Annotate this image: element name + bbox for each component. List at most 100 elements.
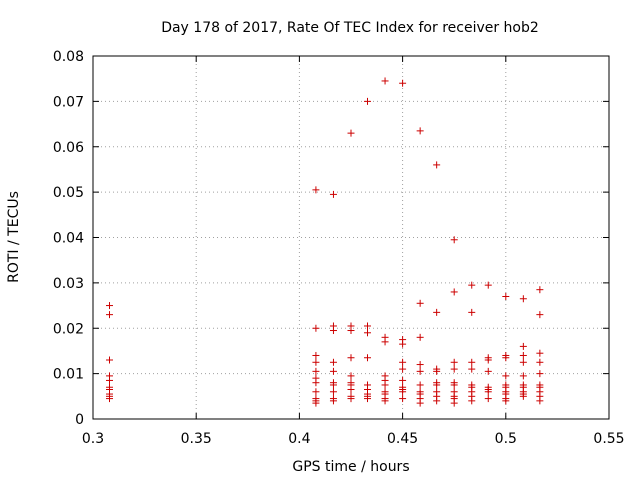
data-point [433,381,441,389]
data-point [347,395,355,403]
data-point [329,397,337,405]
data-point [312,388,320,396]
data-point [347,354,355,362]
data-point [106,376,114,384]
data-point [502,397,510,405]
x-tick-label: 0.4 [288,431,310,447]
data-point [329,190,337,198]
data-point [468,397,476,405]
data-point [450,399,458,407]
data-point [399,388,407,396]
data-point [536,349,544,357]
grid-lines [93,56,609,419]
data-point [519,351,527,359]
data-point [106,302,114,310]
data-points [106,77,544,407]
data-point [450,358,458,366]
data-point [536,311,544,319]
data-point [416,361,424,369]
data-point [416,333,424,341]
data-point [468,308,476,316]
data-point [312,324,320,332]
data-point [536,286,544,294]
axes [92,55,610,420]
data-point [502,292,510,300]
data-point [536,370,544,378]
data-point [519,392,527,400]
data-point [416,399,424,407]
data-point [450,365,458,373]
data-point [433,397,441,405]
data-point [312,358,320,366]
data-point [329,388,337,396]
data-point [106,311,114,319]
data-point [468,365,476,373]
data-point [468,281,476,289]
data-point [450,381,458,389]
data-point [484,281,492,289]
data-point [381,381,389,389]
y-tick-label: 0 [75,412,84,428]
data-point [416,367,424,375]
y-tick-label: 0.03 [53,276,84,292]
data-point [329,367,337,375]
data-point [468,358,476,366]
data-point [364,354,372,362]
data-point [329,327,337,335]
data-point [484,388,492,396]
data-point [450,236,458,244]
data-point [312,399,320,407]
y-tick-label: 0.08 [53,49,84,65]
y-axis-label: ROTI / TECUs [6,191,22,283]
data-point [329,381,337,389]
data-point [347,327,355,335]
data-point [536,397,544,405]
x-tick-label: 0.45 [387,431,418,447]
data-point [502,372,510,380]
x-tick-label: 0.5 [495,431,517,447]
data-point [347,386,355,394]
data-point [364,329,372,337]
data-point [519,372,527,380]
y-tick-label: 0.01 [53,367,84,383]
data-point [416,381,424,389]
data-point [450,288,458,296]
plot-frame [92,55,610,420]
y-tick-label: 0.05 [53,185,84,201]
data-point [519,358,527,366]
data-point [312,351,320,359]
data-point [106,356,114,364]
data-point [381,338,389,346]
data-point [312,186,320,194]
chart-title: Day 178 of 2017, Rate Of TEC Index for r… [161,20,539,36]
data-point [536,358,544,366]
data-point [484,367,492,375]
data-point [329,358,337,366]
data-point [364,97,372,105]
y-tick-label: 0.07 [53,94,84,110]
data-point [502,354,510,362]
data-point [433,367,441,375]
data-point [399,340,407,348]
data-point [416,127,424,135]
data-point [433,308,441,316]
tick-labels: 0.3 0.35 0.4 0.45 0.5 0.55 0 0.01 0.02 0.03 0.04 0.… [53,49,625,447]
data-point [106,395,114,403]
data-point [347,129,355,137]
x-tick-label: 0.35 [181,431,212,447]
data-point [484,395,492,403]
data-point [416,299,424,307]
data-point [399,358,407,366]
data-point [519,342,527,350]
data-point [399,376,407,384]
data-point [433,161,441,169]
data-point [399,365,407,373]
x-tick-label: 0.55 [593,431,624,447]
data-point [381,397,389,405]
y-tick-label: 0.06 [53,140,84,156]
data-point [399,395,407,403]
data-point [364,322,372,330]
x-axis-label: GPS time / hours [292,459,409,475]
y-tick-label: 0.04 [53,231,84,247]
data-point [399,79,407,87]
